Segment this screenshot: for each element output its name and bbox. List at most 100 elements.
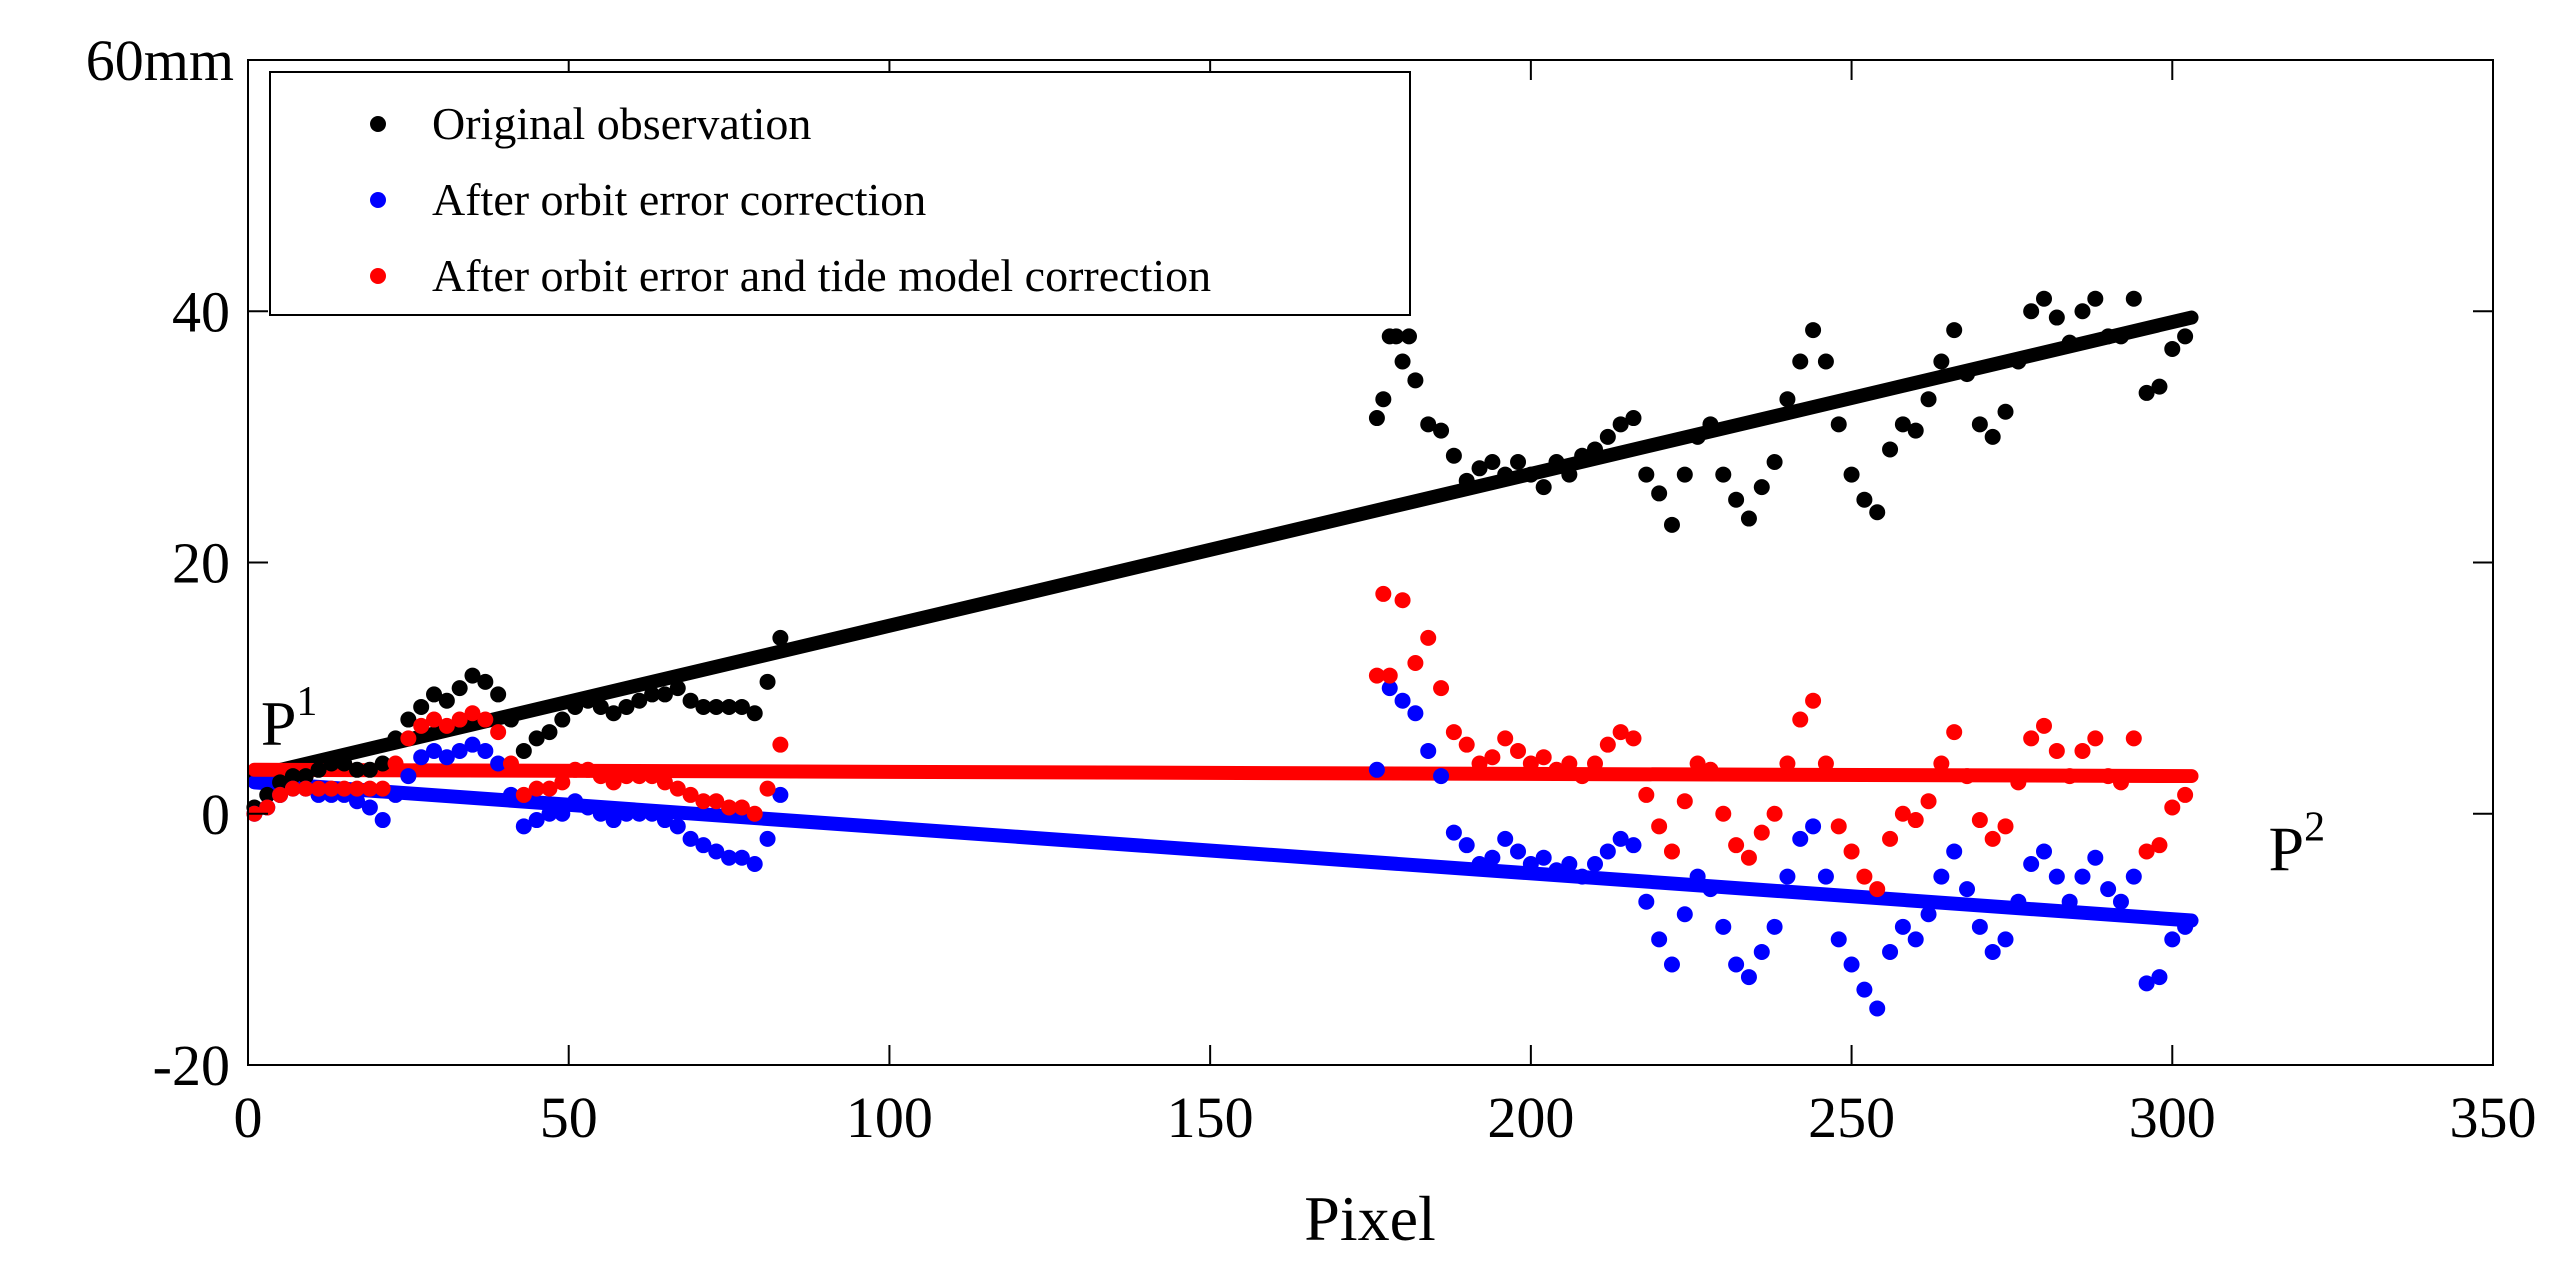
data-point [1676,793,1693,810]
data-point [1625,410,1642,427]
data-point [1522,755,1539,772]
data-point [567,761,584,778]
data-point [1497,830,1514,847]
data-point [656,812,673,829]
data-point [464,705,481,722]
data-point [2036,717,2052,734]
annotation-p1-superscript: 1 [296,679,317,725]
data-points [246,290,2194,1017]
annotation-p1-base: P [261,688,297,759]
data-point [1984,943,2001,960]
data-point [2061,893,2078,910]
x-tick-label: 50 [540,1085,598,1150]
data-point [1663,956,1680,973]
data-point [1740,510,1757,527]
data-point [1933,868,1950,885]
data-point [349,793,366,810]
data-point [426,742,443,759]
y-tick-label: 0 [201,782,230,847]
data-point [721,849,738,866]
data-point [1368,761,1385,778]
data-point [528,780,545,797]
x-tick-label: 250 [1808,1085,1895,1150]
data-point [1856,981,1873,998]
data-point [1869,504,1886,521]
data-point [361,799,378,816]
data-point [1548,862,1565,879]
data-point [2164,931,2181,948]
data-point [1702,761,1719,778]
data-point [1753,824,1770,841]
data-point [1753,479,1770,496]
data-point [2177,328,2194,345]
data-point [1445,724,1462,741]
data-point [323,755,340,772]
data-point [272,774,289,791]
data-point [2125,290,2142,307]
data-point [1394,592,1411,609]
data-point [733,698,750,715]
data-point [259,799,276,816]
data-point [2061,334,2078,351]
data-point [1805,322,1822,339]
data-point [1638,893,1655,910]
legend-box [269,71,1411,316]
data-point [502,711,519,728]
data-point [2100,768,2117,785]
data-point [1574,768,1591,785]
x-tick-label: 350 [2450,1085,2537,1150]
data-point [284,768,301,785]
data-point [477,711,494,728]
data-point [1856,868,1873,885]
data-point [682,786,699,803]
data-point [772,629,789,646]
data-point [721,799,738,816]
data-point [1375,391,1392,408]
data-point [272,786,289,803]
data-point [1971,416,1988,433]
data-point [1535,849,1552,866]
data-point [1400,328,1417,345]
data-point [2036,290,2052,307]
data-point [1471,856,1488,872]
data-point [1933,353,1950,370]
data-point [1471,755,1488,772]
data-point [413,717,430,734]
data-point [2048,309,2065,326]
data-point [669,818,686,835]
data-point [1638,786,1655,803]
data-point [1510,843,1527,860]
data-point [502,755,519,772]
annotation-p2-base: P [2269,814,2305,885]
data-point [695,837,712,854]
data-point [2151,969,2168,986]
x-tick-label: 0 [234,1085,263,1150]
data-point [644,768,661,785]
data-point [284,780,301,797]
data-point [1817,755,1834,772]
data-point [644,805,661,822]
data-point [1535,479,1552,496]
data-point [438,717,455,734]
data-point [1638,466,1655,483]
data-point [579,692,596,709]
data-point [1548,454,1565,470]
data-point [400,711,417,728]
data-point [2048,742,2065,759]
series-2-points [246,680,2194,1017]
data-point [669,780,686,797]
data-point [1920,793,1937,810]
data-point [1497,466,1514,483]
data-point [1433,680,1450,697]
data-point [541,805,558,822]
data-point [1420,742,1437,759]
data-point [297,768,314,785]
data-point [515,818,532,835]
series-1-points [246,290,2194,816]
data-point [746,805,763,822]
data-point [1535,749,1552,766]
data-point [336,755,353,772]
data-point [310,761,327,778]
data-point [1651,931,1668,948]
data-point [1574,447,1591,464]
